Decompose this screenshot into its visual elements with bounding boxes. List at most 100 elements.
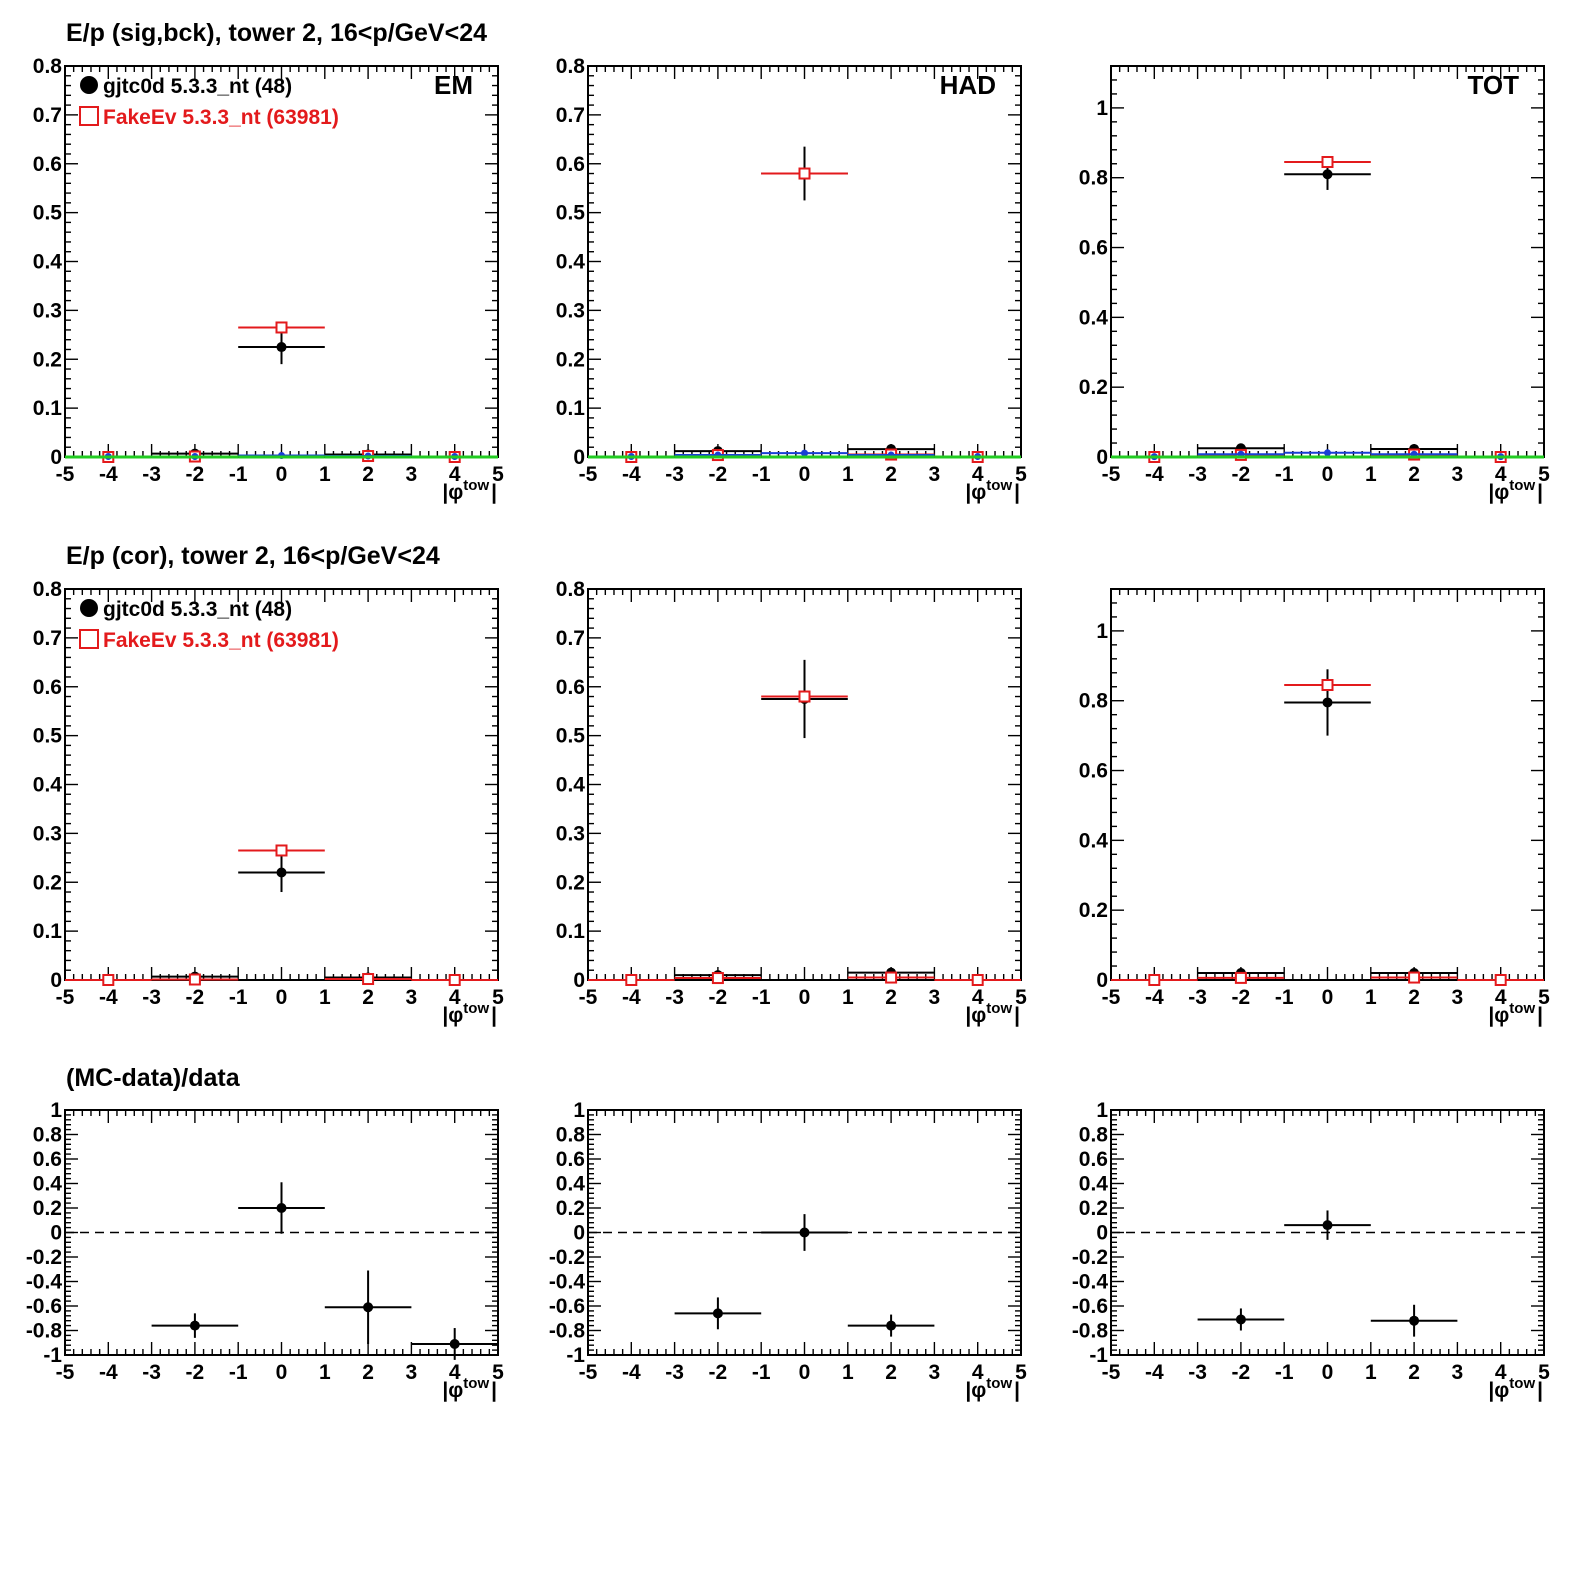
- data-point: [1494, 974, 1507, 986]
- x-tick-label: -2: [186, 986, 205, 1009]
- y-tick-label: 0.2: [33, 1197, 62, 1220]
- data-point: [275, 321, 288, 334]
- data-point: [886, 1320, 897, 1331]
- x-tick-label: 3: [929, 463, 941, 486]
- x-tick-label: -1: [1275, 986, 1294, 1009]
- x-tick-label: 0: [799, 986, 811, 1009]
- x-tick-label: 1: [842, 463, 854, 486]
- data-point: [1321, 156, 1334, 169]
- x-tick-label: 0: [276, 463, 288, 486]
- y-tick-label: 0.8: [556, 578, 586, 601]
- legend-label-mc: FakeEv 5.3.3_nt (63981): [103, 106, 339, 129]
- data-point: [276, 342, 287, 353]
- y-tick-label: 0: [573, 969, 585, 992]
- y-tick-label: 0.8: [1079, 167, 1109, 190]
- x-tick-label: 3: [1452, 986, 1464, 1009]
- x-tick-label: -1: [1275, 463, 1294, 486]
- x-tick-label: -2: [709, 986, 728, 1009]
- x-tick-label: -2: [186, 463, 205, 486]
- x-tick-label: -2: [186, 1361, 205, 1384]
- y-tick-label: 0.3: [556, 822, 585, 845]
- x-tick-label: 5: [492, 986, 504, 1009]
- legend-label-data: gjtc0d 5.3.3_nt (48): [103, 598, 292, 621]
- y-tick-label: 1: [50, 1099, 62, 1122]
- y-tick-label: -0.4: [1072, 1271, 1109, 1294]
- x-tick-label: 3: [1452, 463, 1464, 486]
- plot-frame: [587, 65, 1022, 458]
- y-tick-label: 0.8: [556, 55, 586, 78]
- y-tick-label: -0.6: [26, 1295, 62, 1318]
- x-axis-label: |φtow|: [442, 1375, 497, 1402]
- data-point: [1324, 449, 1331, 457]
- y-tick-label: 0.8: [1079, 1124, 1109, 1147]
- x-tick-label: 3: [406, 1361, 418, 1384]
- x-tick-label: 3: [406, 986, 418, 1009]
- data-point: [971, 974, 984, 986]
- y-tick-label: 0.3: [556, 299, 585, 322]
- legend: gjtc0d 5.3.3_nt (48) FakeEv 5.3.3_nt (639…: [79, 75, 339, 129]
- x-axis-label: |φtow|: [965, 1000, 1020, 1027]
- x-tick-label: 2: [362, 1361, 374, 1384]
- y-tick-label: -0.2: [549, 1246, 585, 1269]
- y-tick-label: -1: [566, 1344, 585, 1367]
- x-tick-label: 2: [885, 1361, 897, 1384]
- y-tick-label: 0.5: [33, 202, 63, 225]
- y-tick-label: 0.5: [33, 725, 63, 748]
- x-tick-label: 0: [1322, 463, 1334, 486]
- x-axis-label: |φtow|: [1488, 1375, 1543, 1402]
- x-tick-label: -1: [752, 463, 771, 486]
- y-tick-label: 0.2: [556, 348, 585, 371]
- x-tick-label: 3: [406, 463, 418, 486]
- x-tick-label: 5: [1538, 1361, 1550, 1384]
- y-tick-label: 0.4: [33, 251, 63, 274]
- series-0: [1197, 1210, 1458, 1337]
- series-2: [1111, 449, 1544, 461]
- data-point: [276, 867, 287, 878]
- series-1: [588, 690, 1021, 986]
- data-point: [363, 1302, 374, 1313]
- x-tick-label: 2: [362, 463, 374, 486]
- y-tick-label: 0: [1096, 446, 1108, 469]
- x-tick-label: 1: [319, 986, 331, 1009]
- y-tick-label: 0.3: [33, 822, 62, 845]
- y-tick-label: 1: [1096, 1099, 1108, 1122]
- x-tick-label: -5: [579, 986, 598, 1009]
- data-point: [189, 1320, 200, 1331]
- x-tick-label: -1: [752, 986, 771, 1009]
- corner-label: HAD: [940, 70, 996, 100]
- x-tick-label: 1: [319, 1361, 331, 1384]
- y-tick-label: 0.4: [556, 251, 586, 274]
- y-tick-label: 0.8: [1079, 690, 1109, 713]
- x-tick-label: 5: [1015, 986, 1027, 1009]
- x-tick-label: -3: [142, 463, 161, 486]
- y-tick-label: 0.5: [556, 202, 586, 225]
- x-tick-label: -4: [622, 986, 641, 1009]
- y-tick-label: 0.1: [33, 397, 63, 420]
- x-tick-label: 5: [492, 463, 504, 486]
- x-tick-label: -3: [665, 463, 684, 486]
- x-tick-label: -2: [1232, 1361, 1251, 1384]
- x-tick-label: 4: [449, 986, 461, 1009]
- data-point: [448, 974, 461, 986]
- data-point: [712, 1308, 723, 1319]
- x-tick-label: 0: [276, 986, 288, 1009]
- data-point: [1409, 1315, 1420, 1326]
- data-point: [1321, 679, 1334, 692]
- y-tick-label: -0.4: [549, 1271, 586, 1294]
- y-tick-label: 0.6: [33, 676, 62, 699]
- y-tick-label: 0.6: [1079, 760, 1108, 783]
- x-tick-label: -4: [99, 1361, 118, 1384]
- x-tick-label: 5: [1015, 1361, 1027, 1384]
- y-tick-label: -0.6: [1072, 1295, 1108, 1318]
- x-tick-label: -3: [1188, 986, 1207, 1009]
- panel-3: -5 -4 -3 -2 -1 0 1 2 3 4 5|φtow| 0 0.1 0.2 0.3 0.4 0.5 0.…: [33, 578, 504, 1027]
- series-1: [65, 844, 498, 986]
- y-tick-label: 1: [1096, 620, 1108, 643]
- y-tick-label: 0.4: [556, 1173, 586, 1196]
- x-tick-label: 0: [1322, 986, 1334, 1009]
- legend-label-mc: FakeEv 5.3.3_nt (63981): [103, 629, 339, 652]
- series-1: [1111, 156, 1544, 463]
- x-tick-label: -1: [229, 463, 248, 486]
- y-tick-label: 0.4: [33, 1173, 63, 1196]
